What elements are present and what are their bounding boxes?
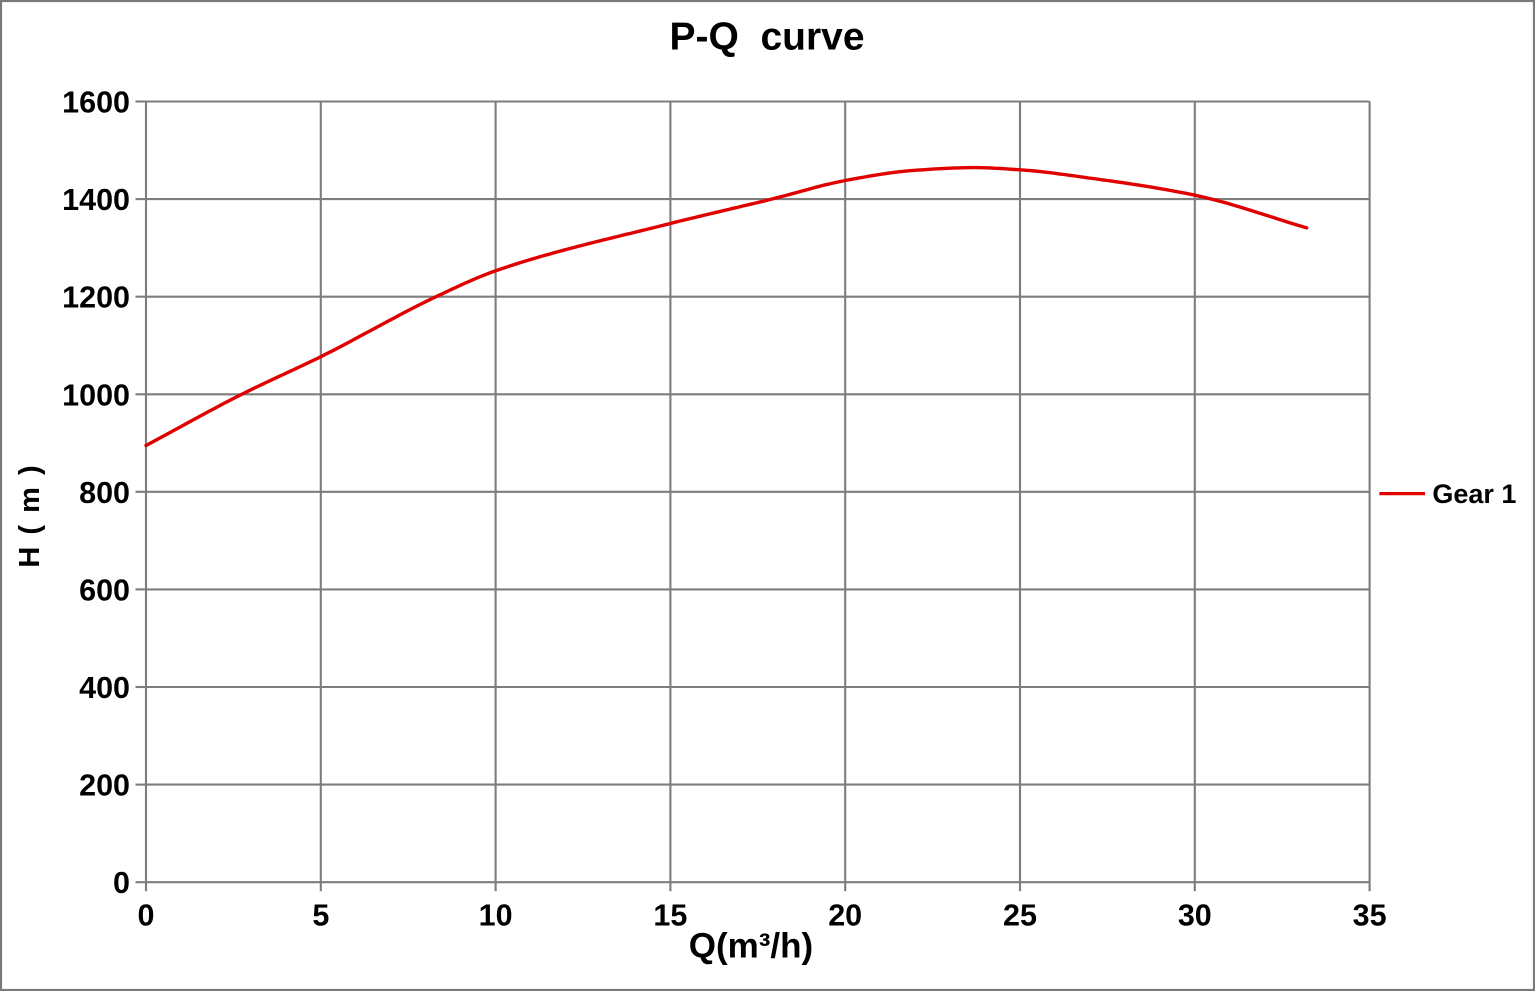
svg-text:P-Q curve: P-Q curve [669, 16, 864, 59]
svg-text:Gear 1: Gear 1 [1432, 479, 1516, 509]
svg-text:25: 25 [1003, 899, 1037, 933]
svg-text:30: 30 [1178, 899, 1212, 933]
svg-text:1200: 1200 [62, 281, 130, 315]
svg-text:35: 35 [1353, 899, 1387, 933]
svg-text:H ( m ): H ( m ) [14, 463, 46, 567]
svg-text:0: 0 [138, 899, 155, 933]
svg-text:1600: 1600 [62, 86, 130, 120]
svg-text:800: 800 [79, 476, 130, 510]
svg-text:1400: 1400 [62, 183, 130, 217]
svg-text:0: 0 [113, 866, 130, 900]
svg-text:20: 20 [828, 899, 862, 933]
svg-text:10: 10 [479, 899, 513, 933]
svg-text:600: 600 [79, 573, 130, 607]
svg-text:400: 400 [79, 671, 130, 705]
svg-text:15: 15 [653, 899, 687, 933]
svg-text:Q(m³/h): Q(m³/h) [689, 927, 813, 966]
svg-text:200: 200 [79, 769, 130, 803]
svg-text:5: 5 [312, 899, 329, 933]
svg-text:1000: 1000 [62, 378, 130, 412]
